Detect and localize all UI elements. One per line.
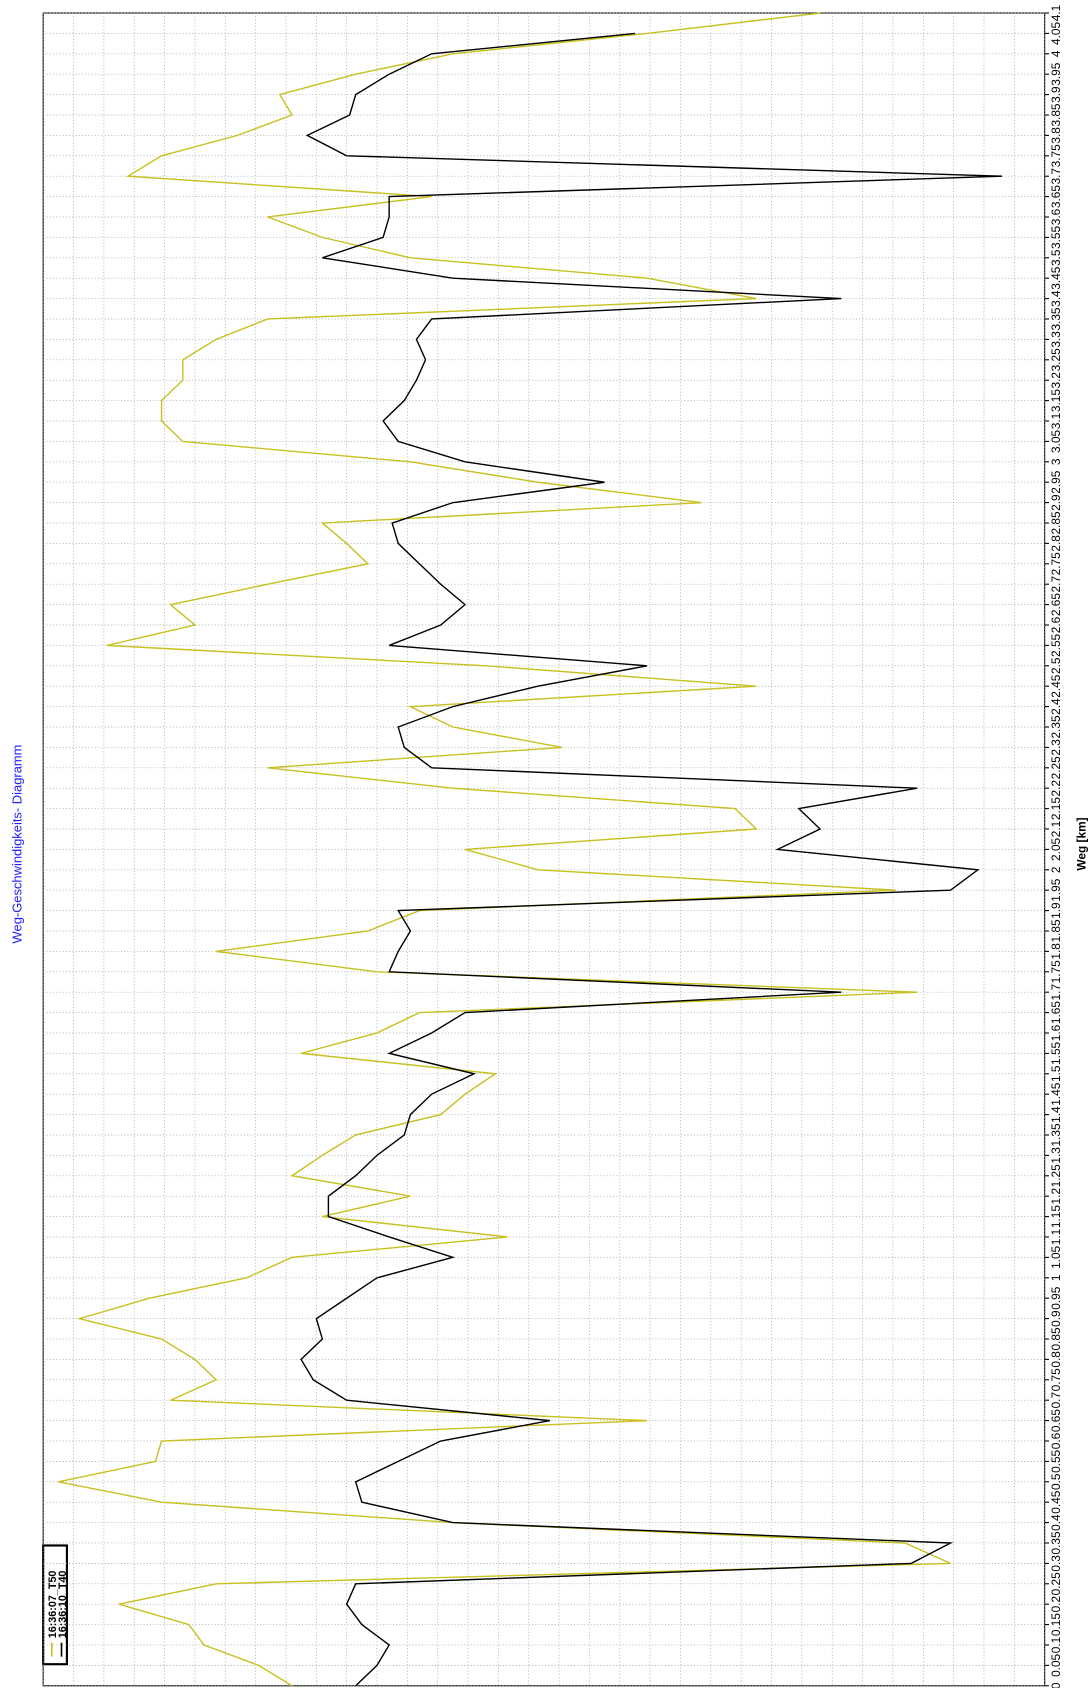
- x-tick-label: 0.7: [1049, 1392, 1063, 1409]
- x-tick-label: 3.55: [1049, 225, 1063, 248]
- x-tick-label: 2.8: [1049, 535, 1063, 552]
- x-tick-label: 1.55: [1049, 1041, 1063, 1064]
- x-tick-label: 0.9: [1049, 1310, 1063, 1327]
- series-line: [300, 32, 1003, 1687]
- x-tick-label: 0.25: [1049, 1572, 1063, 1595]
- x-tick-label: 3.6: [1049, 208, 1063, 225]
- x-tick-label: 4: [1049, 50, 1063, 57]
- x-tick-label: 0.4: [1049, 1514, 1063, 1531]
- x-tick-label: 0.55: [1049, 1449, 1063, 1472]
- legend-label: 16:36:10_T40: [57, 1571, 69, 1639]
- x-tick-label: 1.6: [1049, 1024, 1063, 1041]
- x-tick-label: 1.8: [1049, 943, 1063, 960]
- x-tick-label: 1.9: [1049, 902, 1063, 919]
- x-tick-label: 2.1: [1049, 820, 1063, 837]
- x-tick-label: 3.95: [1049, 62, 1063, 85]
- x-tick-label: 2.5: [1049, 657, 1063, 674]
- x-tick-label: 2.2: [1049, 780, 1063, 796]
- x-tick-label: 3.2: [1049, 372, 1063, 389]
- x-tick-label: 1: [1049, 1274, 1063, 1281]
- x-tick-label: 4.05: [1049, 21, 1063, 44]
- x-tick-label: 0.95: [1049, 1286, 1063, 1309]
- x-tick-label: 2.55: [1049, 633, 1063, 656]
- x-tick-label: 0.6: [1049, 1432, 1063, 1449]
- legend-label: 16:36:07_T50: [47, 1571, 59, 1639]
- x-tick-label: 3.45: [1049, 266, 1063, 289]
- x-tick-label: 4.1: [1049, 4, 1063, 21]
- x-tick-label: 3.65: [1049, 185, 1063, 208]
- x-tick-label: 1.65: [1049, 1001, 1063, 1024]
- x-tick-label: 0.85: [1049, 1327, 1063, 1350]
- x-tick-label: 2.65: [1049, 593, 1063, 616]
- x-tick-label: 0.05: [1049, 1653, 1063, 1676]
- x-tick-label: 2.05: [1049, 837, 1063, 860]
- x-tick-label: 2.6: [1049, 616, 1063, 633]
- x-tick-label: 2.75: [1049, 552, 1063, 575]
- x-tick-label: 0.2: [1049, 1596, 1063, 1613]
- x-tick-label: 1.05: [1049, 1245, 1063, 1268]
- x-tick-label: 3.7: [1049, 168, 1063, 185]
- x-tick-label: 1.95: [1049, 878, 1063, 901]
- legend-box: [42, 1544, 68, 1666]
- x-tick-label: 3.3: [1049, 331, 1063, 348]
- x-tick-label: 1.4: [1049, 1106, 1063, 1123]
- x-tick-label: 1.75: [1049, 960, 1063, 983]
- x-tick-label: 0.3: [1049, 1555, 1063, 1572]
- x-tick-label: 0.15: [1049, 1613, 1063, 1636]
- x-tick-label: 2.45: [1049, 674, 1063, 697]
- x-tick-label: 2.7: [1049, 576, 1063, 592]
- x-tick-label: 3.9: [1049, 86, 1063, 103]
- x-tick-label: 1.7: [1049, 984, 1063, 1000]
- x-tick-label: 1.45: [1049, 1082, 1063, 1105]
- x-tick-label: 2.85: [1049, 511, 1063, 534]
- x-tick-label: 3.4: [1049, 290, 1063, 307]
- x-tick-label: 0.1: [1049, 1636, 1063, 1653]
- plot-frame: [42, 12, 1046, 1687]
- x-tick-label: 2.15: [1049, 797, 1063, 820]
- x-tick-label: 3.8: [1049, 127, 1063, 144]
- x-tick-label: 0.35: [1049, 1531, 1063, 1554]
- x-tick-label: 1.1: [1049, 1228, 1063, 1245]
- x-tick-label: 0.45: [1049, 1490, 1063, 1513]
- chart-title: Weg-Geschwindigkeits- Diagramm: [10, 745, 25, 944]
- x-tick-label: 2.3: [1049, 739, 1063, 756]
- x-tick-label: 2.25: [1049, 756, 1063, 779]
- x-tick-label: 3.25: [1049, 348, 1063, 371]
- x-tick-label: 0.8: [1049, 1351, 1063, 1368]
- x-tick-label: 2.95: [1049, 470, 1063, 493]
- x-tick-label: 2.4: [1049, 698, 1063, 715]
- x-tick-label: 2.35: [1049, 715, 1063, 738]
- x-tick-label: 3.05: [1049, 429, 1063, 452]
- x-tick-label: 1.15: [1049, 1205, 1063, 1228]
- x-tick-label: 2: [1049, 866, 1063, 873]
- x-tick-label: 3.5: [1049, 249, 1063, 266]
- x-tick-label: 0: [1049, 1682, 1063, 1688]
- x-tick-label: 1.5: [1049, 1065, 1063, 1082]
- x-tick-label: 3.35: [1049, 307, 1063, 330]
- x-tick-label: 1.2: [1049, 1188, 1063, 1205]
- x-tick-label: 1.35: [1049, 1123, 1063, 1146]
- x-tick-label: 2.9: [1049, 494, 1063, 511]
- x-tick-label: 0.65: [1049, 1409, 1063, 1432]
- x-tick-label: 3.15: [1049, 389, 1063, 412]
- x-tick-label: 1.25: [1049, 1164, 1063, 1187]
- x-tick-label: 3.1: [1049, 412, 1063, 429]
- x-tick-label: 1.3: [1049, 1147, 1063, 1164]
- x-tick-label: 3.85: [1049, 103, 1063, 126]
- x-axis-label: Weg [km]: [1075, 817, 1089, 870]
- x-tick-label: 3.75: [1049, 144, 1063, 167]
- x-tick-label: 0.75: [1049, 1368, 1063, 1391]
- x-tick-label: 1.85: [1049, 919, 1063, 942]
- x-tick-label: 3: [1049, 458, 1063, 465]
- x-tick-label: 0.5: [1049, 1473, 1063, 1490]
